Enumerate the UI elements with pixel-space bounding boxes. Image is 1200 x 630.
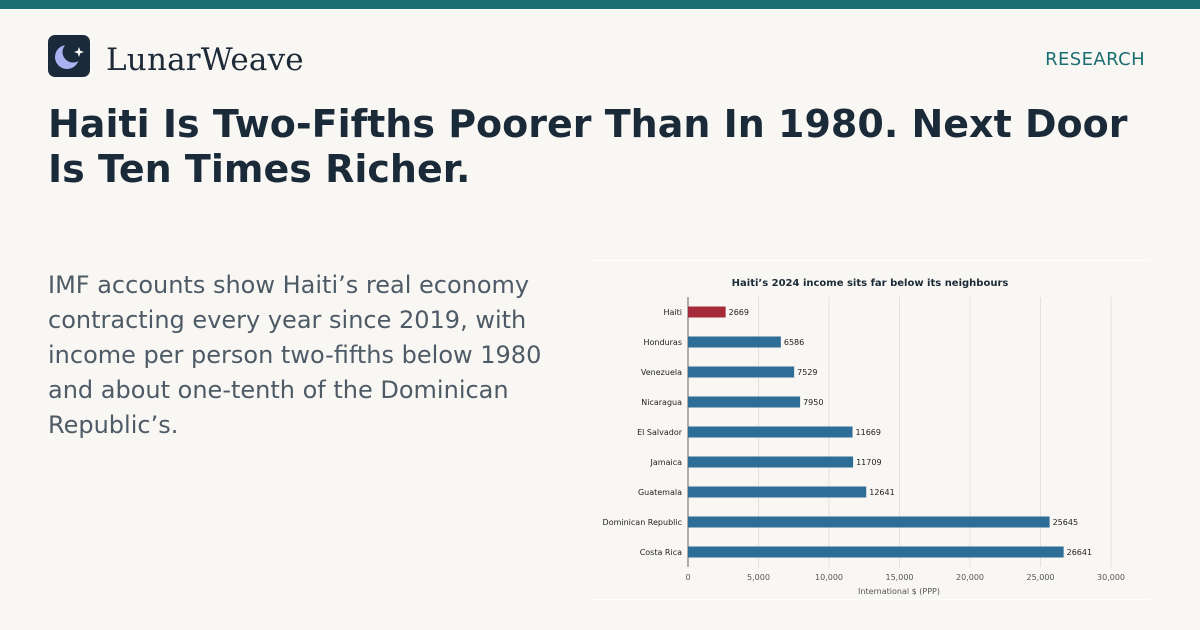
bar-value-label: 2669	[729, 308, 749, 317]
bar-value-label: 11669	[856, 428, 881, 437]
bar[interactable]	[688, 426, 853, 438]
x-tick-label: 20,000	[956, 573, 984, 582]
brand-name[interactable]: LunarWeave	[106, 42, 304, 78]
category-label: Guatemala	[638, 488, 682, 497]
category-label: Costa Rica	[640, 548, 682, 557]
x-tick-label: 30,000	[1097, 573, 1125, 582]
headline: Haiti Is Two-Fifths Poorer Than In 1980.…	[48, 102, 1128, 191]
bar-value-label: 12641	[869, 488, 894, 497]
x-axis-label: International $ (PPP)	[858, 587, 940, 596]
category-label: Nicaragua	[641, 398, 682, 407]
bar-value-label: 25645	[1053, 518, 1078, 527]
section-link[interactable]: RESEARCH	[1045, 49, 1145, 70]
chart-title: Haiti’s 2024 income sits far below its n…	[732, 278, 1009, 289]
income-bar-chart: Haiti’s 2024 income sits far below its n…	[590, 260, 1150, 600]
category-label: Honduras	[644, 338, 683, 347]
category-label: Haiti	[664, 308, 683, 317]
category-label: Jamaica	[650, 458, 683, 467]
deck-text: IMF accounts show Haiti’s real economy c…	[48, 271, 542, 439]
bar-value-label: 26641	[1067, 548, 1092, 557]
x-tick-label: 0	[685, 573, 690, 582]
x-tick-label: 15,000	[886, 573, 914, 582]
bar-value-label: 11709	[856, 458, 881, 467]
bar-value-label: 6586	[784, 338, 804, 347]
bar[interactable]	[688, 456, 854, 468]
chart-svg: Haiti’s 2024 income sits far below its n…	[603, 278, 1125, 596]
x-tick-label: 10,000	[815, 573, 843, 582]
bar[interactable]	[688, 486, 867, 498]
bar-value-label: 7529	[797, 368, 817, 377]
bar[interactable]	[688, 516, 1050, 528]
bar[interactable]	[688, 396, 801, 408]
x-tick-label: 25,000	[1027, 573, 1055, 582]
bar[interactable]	[688, 366, 795, 378]
bar-value-label: 7950	[803, 398, 823, 407]
bar[interactable]	[688, 306, 726, 318]
category-label: Dominican Republic	[603, 518, 682, 527]
bar[interactable]	[688, 546, 1064, 558]
x-tick-label: 5,000	[747, 573, 770, 582]
category-label: Venezuela	[641, 368, 682, 377]
bar[interactable]	[688, 336, 781, 348]
category-label: El Salvador	[637, 428, 683, 437]
top-accent-bar	[0, 0, 1200, 9]
moon-star-icon[interactable]	[48, 35, 90, 77]
